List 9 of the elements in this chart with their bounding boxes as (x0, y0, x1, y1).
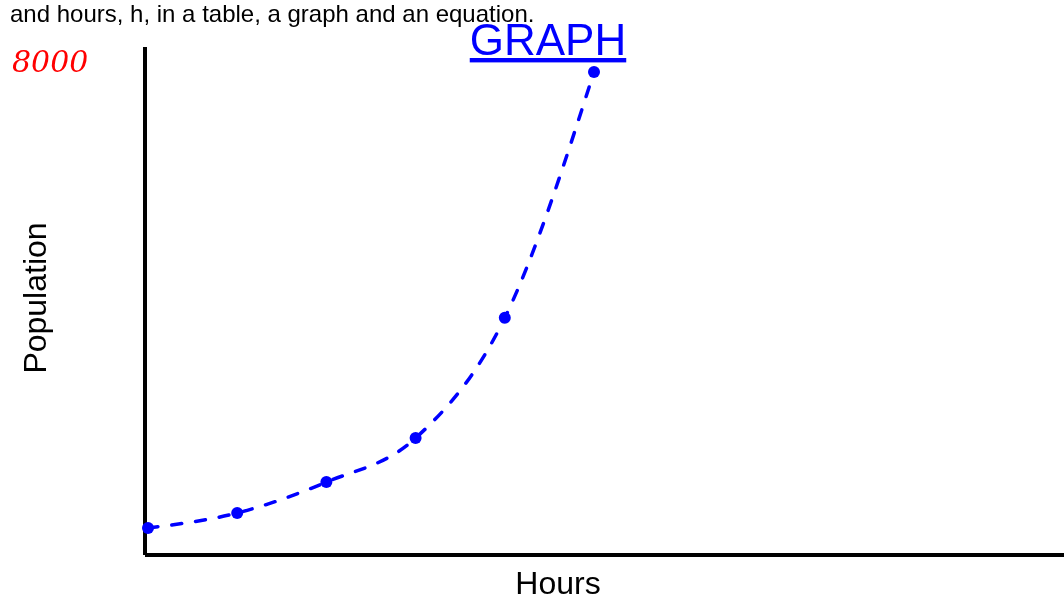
point (231, 506, 244, 519)
point (320, 476, 333, 489)
y-axis-title: Population (17, 222, 53, 374)
point (409, 432, 422, 445)
point (142, 521, 154, 534)
point (588, 66, 600, 78)
x-axis-title: Hours (515, 565, 601, 599)
text: 8000 (12, 44, 89, 79)
point (498, 311, 511, 324)
